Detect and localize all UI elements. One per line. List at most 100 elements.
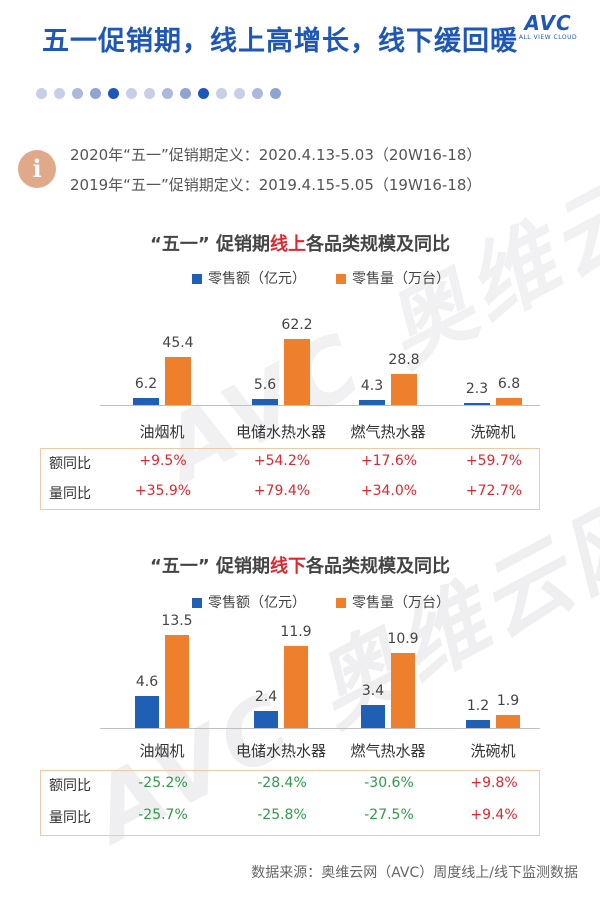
data-label: 1.9 [496,692,520,709]
data-label: 28.8 [388,352,420,369]
bar-volume [165,356,191,405]
legend-item-volume: 零售量（万台） [336,268,450,288]
bar-amount [464,402,490,405]
data-label: 2.3 [465,380,489,397]
data-label: 1.2 [466,697,490,714]
yoy-row-label: 额同比 [49,778,91,794]
bar-volume [391,374,417,405]
legend-label-amount: 零售额（亿元） [208,595,306,611]
bar-amount [135,696,159,728]
yoy-cell: +9.5% [139,453,187,469]
decorative-dot [36,88,47,99]
bar-volume [496,397,522,405]
offline-chart-title: “五一” 促销期线下各品类规模及同比 [0,552,600,578]
decorative-dot [198,88,209,99]
yoy-row-label: 量同比 [49,486,91,502]
data-label: 11.9 [280,624,312,641]
decorative-dot [216,88,227,99]
yoy-cell: +35.9% [134,483,192,499]
page-title: 五一促销期，线上高增长，线下缓回暖 [42,26,518,57]
online-yoy-table: 额同比 +9.5% +54.2% +17.6% +59.7% 量同比 +35.9% +79.4… [40,448,540,510]
category-label: 电储水热水器 [235,423,326,441]
bar-volume [496,714,520,728]
yoy-cell: -27.5% [364,807,414,823]
logo-subtext: ALL VIEW CLOUD [518,34,578,41]
bar-amount [254,711,278,728]
yoy-cell: -25.8% [257,807,307,823]
definition-2019: 2019年“五一”促销期定义：2019.4.15-5.05（19W16-18） [70,176,482,194]
legend-label-volume: 零售量（万台） [352,595,450,611]
decorative-dot [108,88,119,99]
data-source: 数据来源：奥维云网（AVC）周度线上/线下监测数据 [251,865,578,881]
category-label: 油烟机 [139,742,185,760]
category-label: 电储水热水器 [235,742,326,760]
offline-title-post: 各品类规模及同比 [305,556,450,577]
online-bar-chart: 6.2 45.4 油烟机 5.6 62.2 电储水热水器 4.3 28.8 燃气热水器 2.3 6.… [0,300,600,450]
yoy-cell: +17.6% [360,453,418,469]
data-label: 62.2 [281,317,313,333]
decorative-dot [180,88,191,99]
category-label: 燃气热水器 [350,742,426,760]
bar-amount [466,719,490,728]
yoy-cell: +34.0% [360,483,418,499]
avc-logo: AVC ALL VIEW CLOUD [512,12,584,42]
data-label: 6.2 [134,376,158,393]
x-axis-line [100,405,540,406]
decorative-dot [162,88,173,99]
yoy-row-label: 额同比 [49,456,91,472]
data-label: 10.9 [387,630,419,647]
legend-label-volume: 零售量（万台） [352,271,450,287]
bar-amount [252,399,278,405]
bar-amount [359,400,385,405]
yoy-row-label: 量同比 [49,810,91,826]
data-label: 4.6 [135,674,159,691]
legend-item-volume: 零售量（万台） [336,592,450,612]
yoy-cell: +79.4% [253,483,311,499]
category-label: 洗碗机 [470,423,516,441]
yoy-cell: +72.7% [465,483,523,499]
category-label: 洗碗机 [470,742,516,760]
definition-2020: 2020年“五一”促销期定义：2020.4.13-5.03（20W16-18） [70,146,482,164]
yoy-cell: -28.4% [257,775,307,791]
data-label: 13.5 [161,613,193,629]
online-title-pre: “五一” 促销期 [150,234,270,255]
data-label: 4.3 [360,378,384,395]
bar-volume [284,646,308,728]
legend-item-amount: 零售额（亿元） [192,592,306,612]
bar-volume [391,652,415,728]
yoy-cell: +54.2% [253,453,311,469]
decorative-dot [270,88,281,99]
decorative-dot [54,88,65,99]
online-chart-title: “五一” 促销期线上各品类规模及同比 [0,230,600,256]
data-label: 2.4 [254,689,278,706]
bar-volume [165,635,189,728]
decorative-dot [126,88,137,99]
logo-text: AVC [524,11,572,35]
yoy-cell: +9.4% [470,807,518,823]
yoy-cell: +9.8% [470,775,518,791]
yoy-cell: -25.2% [138,775,188,791]
offline-title-highlight: 线下 [269,556,306,577]
decorative-dot [234,88,245,99]
offline-bar-chart: 4.6 13.5 油烟机 2.4 11.9 电储水热水器 3.4 10.9 燃气热水器 1.2 1.… [0,613,600,765]
decorative-dot [252,88,263,99]
decorative-dot [90,88,101,99]
category-label: 燃气热水器 [350,423,426,441]
yoy-cell: +59.7% [465,453,523,469]
decorative-dot [72,88,83,99]
legend-item-amount: 零售额（亿元） [192,268,306,288]
bar-amount [133,398,159,405]
data-label: 45.4 [162,334,194,351]
data-label: 5.6 [253,377,277,394]
info-icon: i [18,150,56,188]
online-title-post: 各品类规模及同比 [305,234,450,255]
yoy-cell: -30.6% [364,775,414,791]
bar-volume [284,339,310,405]
x-axis-line [100,728,540,729]
online-title-highlight: 线上 [269,234,306,255]
offline-yoy-table: 额同比 -25.2% -28.4% -30.6% +9.8% 量同比 -25.7% -25.8… [40,770,540,836]
bar-amount [361,704,385,728]
data-label: 6.8 [497,375,521,392]
offline-title-pre: “五一” 促销期 [150,556,270,577]
yoy-cell: -25.7% [138,807,188,823]
